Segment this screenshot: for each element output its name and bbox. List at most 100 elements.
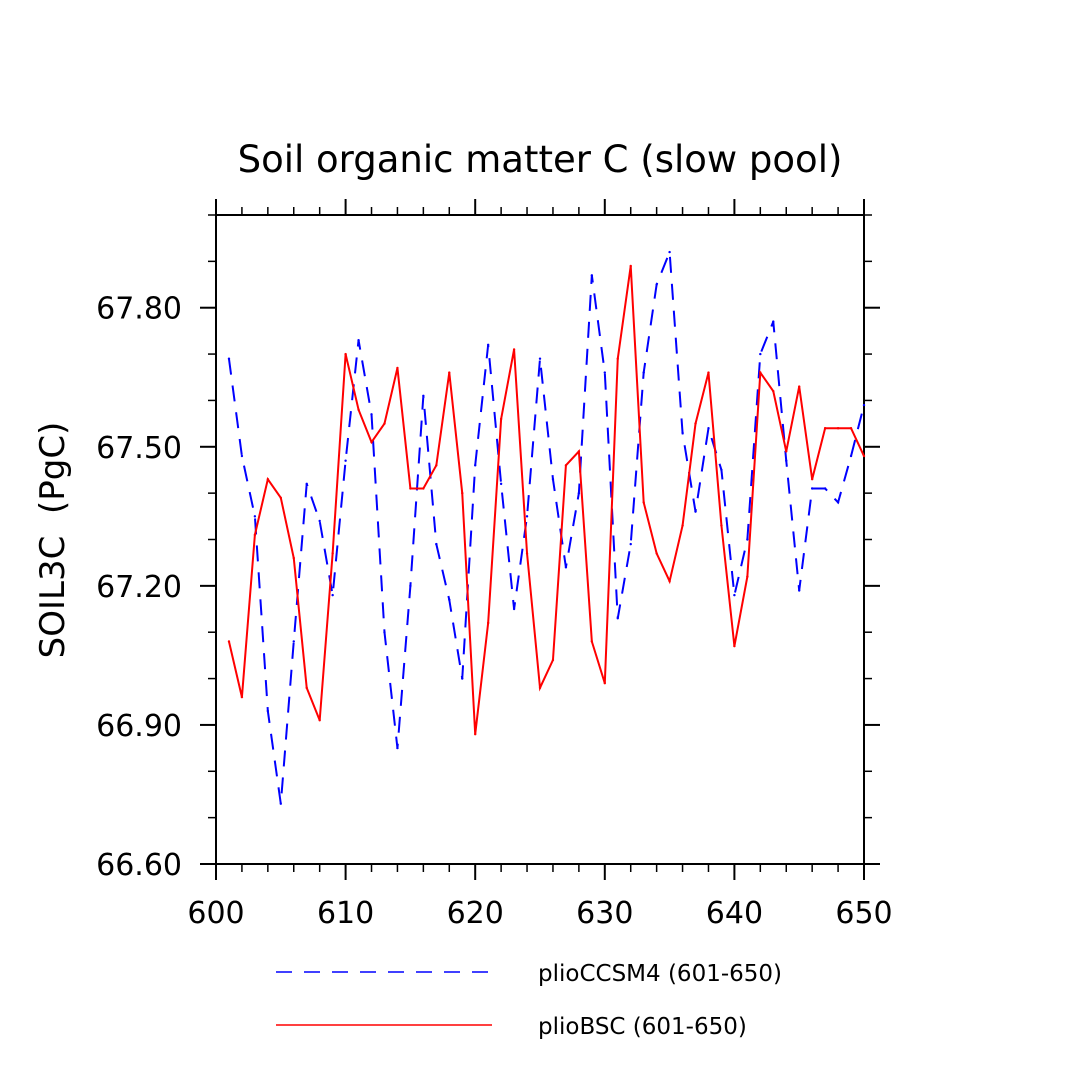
series-1-point <box>798 589 801 592</box>
series-1-point <box>227 357 231 360</box>
series-2-point <box>823 427 827 430</box>
series-2-point <box>810 478 814 481</box>
series-1-point <box>461 677 464 680</box>
series-2-point <box>435 464 438 467</box>
series-2-point <box>305 686 308 690</box>
series-2-point <box>590 640 594 643</box>
series-2-point <box>512 348 516 351</box>
x-tick-label: 640 <box>706 896 763 931</box>
series-2-point <box>461 491 464 495</box>
series-1-point <box>694 510 697 513</box>
series-1-point <box>292 640 295 643</box>
series-1-point <box>629 542 632 546</box>
series-1-point <box>810 487 814 490</box>
series-2-point <box>642 501 645 504</box>
series-2-point <box>538 686 542 690</box>
series-2-point <box>370 440 373 444</box>
series-2-point <box>849 427 853 430</box>
series-1-point <box>733 593 736 597</box>
series-1-point <box>823 487 827 490</box>
series-2-point <box>707 371 710 374</box>
series-1-point <box>344 459 347 462</box>
series-2-point <box>733 644 736 648</box>
y-tick-label: 66.60 <box>96 848 182 883</box>
x-tick-label: 600 <box>187 896 244 931</box>
series-1-point <box>253 515 257 518</box>
series-2-point <box>331 552 334 555</box>
series-1-point <box>240 454 244 458</box>
series-2-point <box>720 524 723 527</box>
series-1-point <box>305 482 308 486</box>
series-2-point <box>240 695 244 699</box>
series-1-point <box>862 403 866 407</box>
series-1-point <box>370 413 373 416</box>
plot-area: 600 610 620 630 640 650 66.60 66.90 67.20 67.50 67… <box>96 199 893 931</box>
series-1-point <box>668 250 671 254</box>
series-2-point <box>525 552 529 555</box>
series-line-1 <box>227 251 865 804</box>
chart-title: Soil organic matter C (slow pool) <box>238 138 843 181</box>
series-2-point <box>836 427 840 430</box>
x-tick-label: 620 <box>447 896 504 931</box>
series-1-point <box>409 584 412 588</box>
y-tick-label: 67.20 <box>96 570 182 605</box>
x-tick-label: 630 <box>576 896 633 931</box>
series-1-point <box>279 802 282 805</box>
series-2-point <box>357 408 360 411</box>
series-1-point <box>577 491 581 495</box>
series-2-point <box>448 371 451 374</box>
series-1-point <box>849 454 853 458</box>
series-1-point <box>720 468 723 472</box>
y-tick-label: 66.90 <box>96 709 182 744</box>
series-2-point <box>474 733 477 736</box>
series-1-point <box>448 598 451 601</box>
series-1-point <box>538 357 542 360</box>
series-1-point <box>590 274 594 277</box>
y-tick-label: 67.50 <box>96 431 182 466</box>
series-1-point <box>836 501 840 504</box>
plot-frame <box>215 214 865 865</box>
series-2-point <box>616 357 619 360</box>
series-1-point <box>318 519 321 523</box>
series-2-point <box>577 450 581 453</box>
series-2-point <box>772 389 775 393</box>
series-1-point <box>616 617 619 620</box>
series-1-point <box>603 371 606 374</box>
series-1-point <box>474 464 477 467</box>
y-tick-label: 67.80 <box>96 292 182 327</box>
series-2-point <box>551 658 555 662</box>
series-2-point <box>253 533 257 537</box>
series-2-point <box>746 575 749 578</box>
legend: plioCCSM4 (601-650) plioBSC (601-650) <box>276 961 782 1040</box>
series-2-point <box>344 352 347 356</box>
series-2-point <box>655 552 658 555</box>
series-2-point <box>422 487 425 490</box>
series-2-point <box>318 719 321 722</box>
series-1-point <box>512 607 516 611</box>
series-line-2 <box>227 265 865 735</box>
series-1-point <box>486 343 490 346</box>
series-2-point <box>862 454 866 458</box>
x-tick-label: 610 <box>317 896 374 931</box>
series-1-point <box>266 709 270 713</box>
series-2-point <box>292 556 295 560</box>
series-1-point <box>551 478 555 481</box>
series-2-point <box>694 422 697 425</box>
series-1-point <box>435 542 438 546</box>
series-2-point <box>227 640 231 643</box>
series-2-point <box>629 264 632 268</box>
series-2-point <box>396 366 399 370</box>
series-1-point <box>331 593 334 597</box>
series-1-point <box>422 394 425 397</box>
series-2-point <box>785 450 788 453</box>
series-2-point <box>279 496 282 499</box>
series-1-point <box>499 482 503 486</box>
series-2-point <box>681 524 684 527</box>
series-1-point <box>707 427 710 430</box>
series-2-point <box>409 487 412 490</box>
x-tick-label: 650 <box>835 896 892 931</box>
series-2-point <box>383 422 386 425</box>
series-2-point <box>499 417 503 421</box>
legend-label-1: plioCCSM4 (601-650) <box>538 961 782 987</box>
